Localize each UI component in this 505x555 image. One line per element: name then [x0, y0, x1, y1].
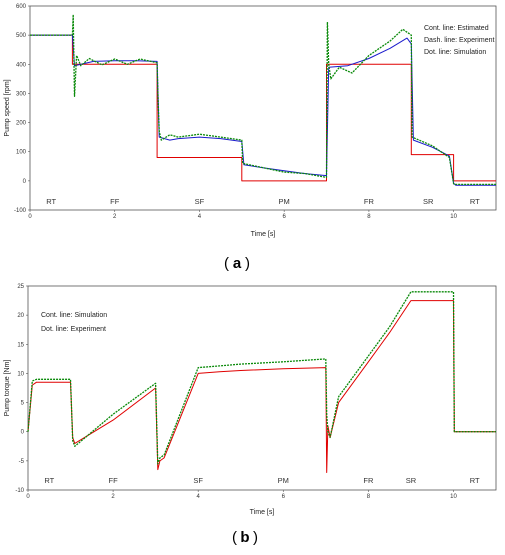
panel-a-y-tick-label-6: 500 — [16, 33, 27, 39]
panel-b-y-tick-label-5: 15 — [17, 342, 24, 348]
panel-b-y-tick-label-2: 0 — [21, 430, 25, 436]
panel-a-region-label-1: FF — [110, 197, 120, 206]
panel-a-y-tick-label-5: 400 — [16, 62, 27, 68]
panel-a-x-tick-label-2: 4 — [198, 214, 202, 220]
panel-a-y-tick-label-3: 200 — [16, 121, 27, 127]
panel-a-y-tick-label-0: -100 — [14, 208, 27, 214]
panel-a-region-label-0: RT — [46, 197, 56, 206]
panel-b-region-label-1: FF — [109, 476, 119, 485]
panel-a-y-tick-label-7: 600 — [16, 4, 27, 10]
panel-b-y-tick-label-4: 10 — [17, 371, 24, 377]
panel-a-legend-entry-1: Dash. line: Experiment — [424, 37, 494, 44]
panel-a-x-tick-label-4: 8 — [367, 214, 371, 220]
panel-a-y-axis-label: Pump speed [rpm] — [4, 79, 11, 136]
chart-pump-torque: -10 -5 0 5 10 15 20 25 0 2 4 6 8 10 Time [s] Pump torqu… — [4, 284, 497, 516]
panel-b-legend-entry-1: Dot. line: Experiment — [41, 326, 106, 333]
panel-b-region-label-6: RT — [470, 476, 480, 485]
panel-b-plot-frame — [27, 285, 497, 491]
panel-b-x-tick-label-4: 8 — [367, 494, 371, 500]
panel-b-region-label-2: SF — [193, 476, 203, 485]
panel-a-region-label-6: RT — [470, 197, 480, 206]
panel-b-series-line-1 — [27, 291, 496, 465]
panel-a-legend-entry-2: Dot. line: Simulation — [424, 49, 486, 56]
caption-paren-close-b: ) — [253, 529, 258, 546]
caption-a: a — [233, 255, 242, 272]
panel-a-region-label-3: PM — [279, 197, 290, 206]
panel-b-y-tick-label-6: 20 — [17, 313, 24, 319]
caption-paren-open-b: ( — [232, 529, 237, 546]
panel-a-region-label-4: FR — [364, 197, 375, 206]
panel-b-x-tick-label-3: 6 — [282, 494, 286, 500]
panel-b-region-label-4: FR — [363, 476, 374, 485]
caption-paren-close-a: ) — [245, 255, 250, 272]
caption-b: b — [240, 529, 249, 546]
panel-b-x-tick-label-2: 4 — [197, 494, 201, 500]
panel-a-y-tick-label-2: 100 — [16, 150, 27, 156]
panel-a-x-tick-label-1: 2 — [113, 214, 117, 220]
panel-b-x-axis-label: Time [s] — [250, 509, 275, 516]
panel-a-series-line-2 — [30, 14, 496, 186]
panel-a-y-tick-label-1: 0 — [23, 179, 27, 185]
panel-a-region-label-2: SF — [195, 197, 205, 206]
panel-b-region-label-0: RT — [44, 476, 54, 485]
panel-a-y-tick-label-4: 300 — [16, 91, 27, 97]
panel-b-legend-entry-0: Cont. line: Simulation — [41, 312, 107, 319]
panel-a-x-tick-label-3: 6 — [283, 214, 287, 220]
panel-a-legend-entry-0: Cont. line: Estimated — [424, 25, 489, 32]
panel-b-y-axis-label: Pump torque [Nm] — [4, 360, 11, 417]
panel-b-x-tick-label-1: 2 — [111, 494, 115, 500]
panel-b-x-tick-label-5: 10 — [450, 494, 457, 500]
panel-b-y-tick-label-1: -5 — [19, 459, 25, 465]
panel-a-x-tick-label-5: 10 — [450, 214, 457, 220]
panel-a-x-tick-label-0: 0 — [28, 214, 32, 220]
panel-b-y-tick-label-7: 25 — [17, 284, 24, 290]
panel-b-region-label-3: PM — [278, 476, 289, 485]
panel-a-region-label-5: SR — [423, 197, 434, 206]
panel-b-y-tick-label-3: 5 — [21, 401, 25, 407]
caption-paren-open-a: ( — [224, 255, 229, 272]
panel-b-region-label-5: SR — [406, 476, 417, 485]
panel-b-x-tick-label-0: 0 — [26, 494, 30, 500]
panel-a-plot-frame — [29, 5, 497, 211]
panel-a-x-axis-label: Time [s] — [251, 231, 276, 238]
panel-a-series-line-1 — [30, 34, 496, 186]
panel-b-y-tick-label-0: -10 — [15, 488, 24, 494]
